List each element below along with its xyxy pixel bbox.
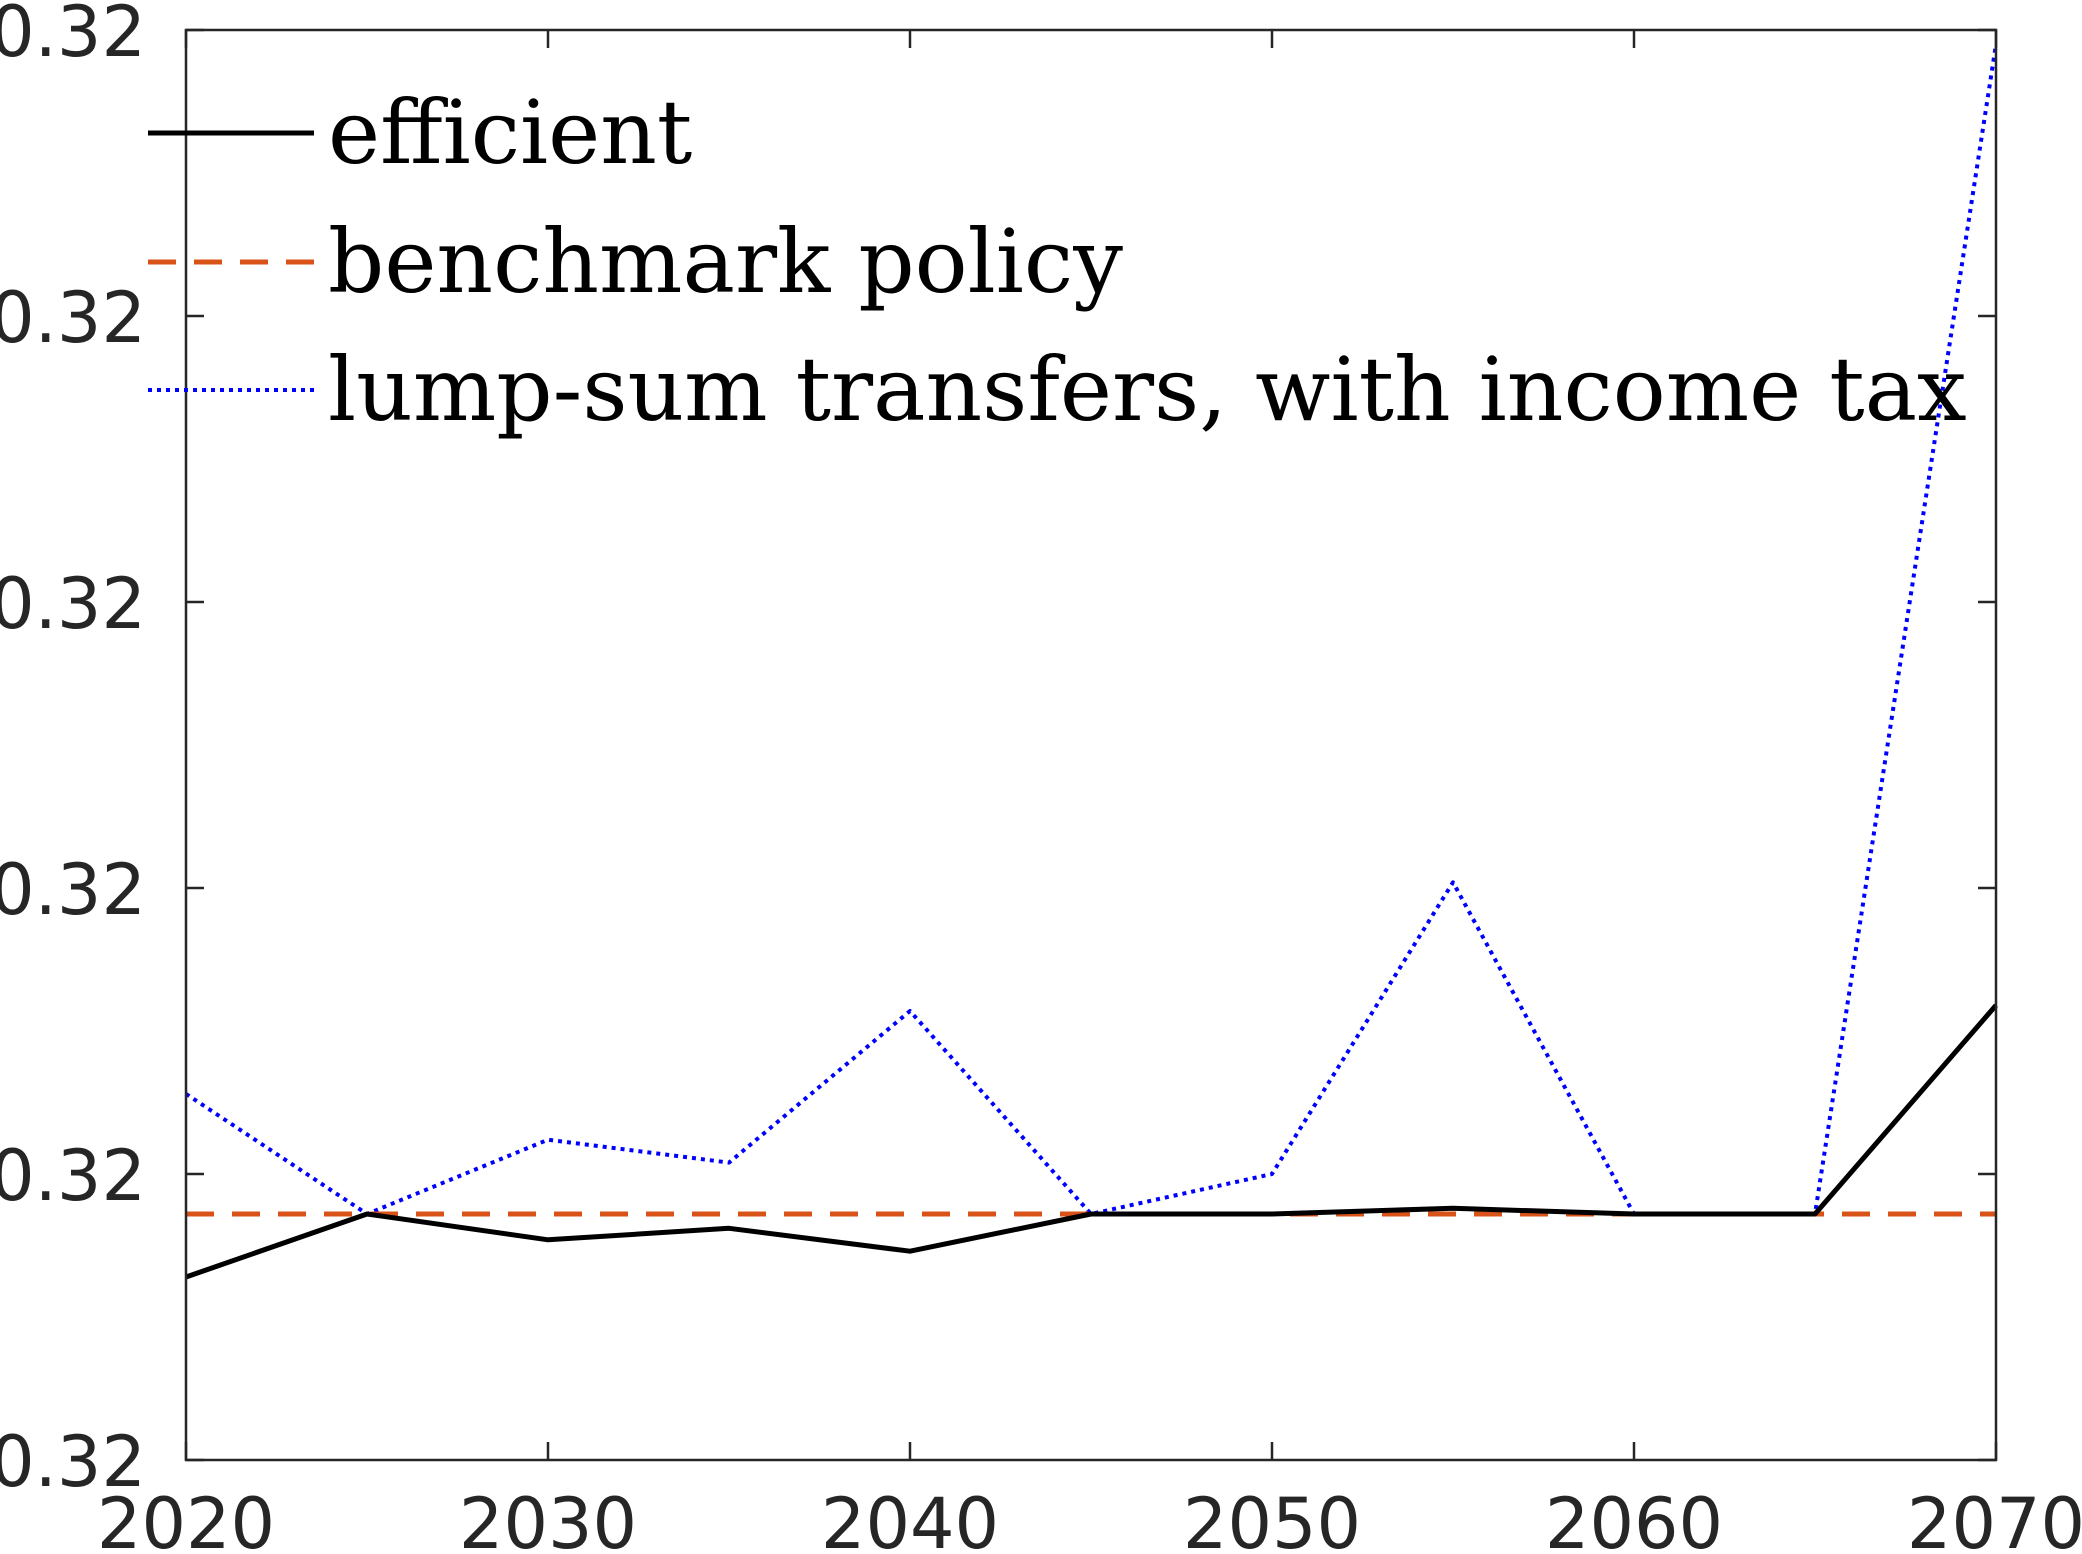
plot-frame	[184, 28, 1998, 1462]
x-tick-label: 2070	[1907, 1483, 2082, 1554]
series-layer	[184, 43, 1998, 1280]
x-tick-label: 2030	[459, 1483, 637, 1554]
y-tick-label: 0.32	[0, 563, 146, 645]
y-tick-label: 0.32	[0, 277, 146, 359]
y-tick-label: 0.32	[0, 849, 146, 931]
legend: efficient benchmark policy lump-sum transf…	[148, 81, 1967, 441]
y-tick-label: 0.32	[0, 0, 146, 73]
x-tick-label: 2020	[97, 1483, 275, 1554]
x-tick-label: 2040	[821, 1483, 999, 1554]
y-tick-label: 0.32	[0, 1135, 146, 1217]
legend-label-1: efficient	[328, 81, 692, 184]
x-tick-label: 2060	[1545, 1483, 1723, 1554]
x-tick-label: 2050	[1183, 1483, 1361, 1554]
y-tick-label: 0.32	[0, 1421, 146, 1503]
legend-label-3: lump-sum transfers, with income tax	[328, 338, 1967, 441]
series-line-1	[185, 1003, 1998, 1280]
legend-label-2: benchmark policy	[328, 210, 1123, 313]
